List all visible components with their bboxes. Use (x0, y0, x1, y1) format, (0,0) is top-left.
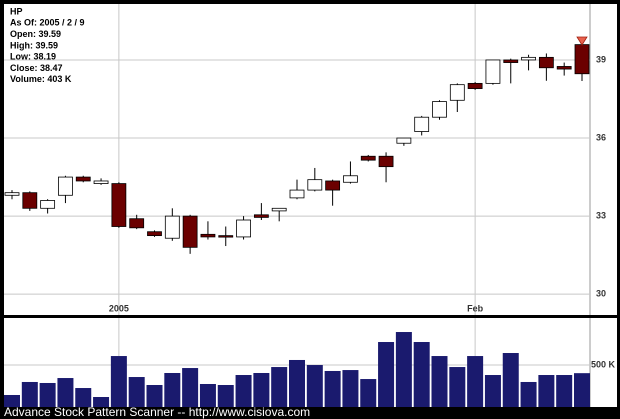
volume-bar (75, 388, 92, 407)
candle-body (343, 175, 358, 183)
candle-body (58, 176, 73, 196)
candle-body (253, 214, 269, 218)
volume-bar (520, 381, 537, 407)
candle-body (378, 155, 394, 168)
x-tick-label: Feb (467, 303, 484, 313)
volume-bar (271, 367, 288, 407)
volume-bar (4, 394, 20, 407)
volume-bar (146, 385, 163, 407)
volume-bar (21, 381, 38, 407)
volume-bar (235, 375, 252, 407)
info-line: HP (10, 6, 23, 16)
volume-bar (431, 356, 448, 407)
volume-bar (342, 370, 359, 407)
candle-body (4, 192, 20, 196)
candle-body (467, 82, 483, 89)
volume-bar (199, 383, 216, 407)
y-tick-label: 39 (596, 54, 606, 64)
volume-bar (39, 382, 56, 407)
info-line: Low: 38.19 (10, 52, 56, 62)
candle-body (218, 235, 234, 238)
candle-body (182, 215, 198, 248)
volume-bar (217, 385, 234, 407)
volume-bar (324, 370, 341, 407)
price-panel (4, 4, 617, 315)
volume-bar (467, 356, 484, 407)
candle-body (521, 56, 536, 61)
candle-body (111, 183, 127, 227)
info-line: As Of: 2005 / 2 / 9 (10, 18, 85, 28)
candle-body (414, 116, 430, 132)
candle-body (538, 56, 554, 69)
candle-body (360, 155, 376, 161)
candle-body (93, 180, 109, 184)
volume-bar (574, 373, 590, 407)
volume-bar (538, 375, 555, 407)
candle-body (574, 44, 590, 75)
info-line: High: 39.59 (10, 40, 58, 50)
signal-marker (576, 36, 588, 46)
volume-bar (57, 378, 74, 407)
candle-body (164, 215, 180, 239)
volume-bar (93, 397, 110, 407)
volume-bar (395, 332, 412, 407)
candle-body (289, 189, 305, 199)
x-tick-label: 2005 (109, 303, 129, 313)
y-tick-label: 500 K (591, 359, 616, 369)
candle-body (556, 66, 572, 70)
marks (4, 44, 590, 407)
candle-body (40, 200, 56, 209)
y-tick-label: 33 (596, 210, 606, 220)
candle-body (325, 180, 341, 191)
volume-bar (182, 368, 199, 407)
volume-bar (253, 372, 270, 407)
candle-body (22, 192, 38, 209)
candle-body (236, 219, 251, 238)
volume-bar (289, 359, 305, 407)
info-line: Open: 39.59 (10, 29, 61, 39)
volume-bar (556, 375, 573, 407)
volume-bar (449, 367, 466, 407)
volume-bar (128, 377, 145, 407)
candle-body (147, 231, 162, 237)
y-tick-label: 30 (596, 289, 606, 299)
volume-bar (378, 342, 395, 407)
footer: Advance Stock Pattern Scanner -- http://… (4, 405, 310, 419)
candle-body (75, 176, 91, 182)
info-line: Volume: 403 K (10, 74, 72, 84)
candle-body (485, 59, 501, 84)
candle-body (129, 218, 145, 229)
volume-bar (484, 375, 501, 407)
candle-body (503, 59, 519, 63)
volume-bar (360, 379, 377, 407)
candle-body (307, 179, 323, 191)
volume-bar (110, 356, 127, 407)
info-line: Close: 38.47 (10, 63, 63, 73)
candle-body (271, 207, 287, 212)
volume-bar (306, 365, 323, 407)
y-tick-label: 36 (596, 132, 606, 142)
volume-bar (502, 353, 519, 407)
candle-body (396, 137, 412, 144)
candle-body (432, 101, 447, 118)
volume-bar (413, 342, 430, 407)
candle-body (449, 84, 465, 101)
volume-bar (164, 372, 181, 407)
candle-body (200, 233, 216, 238)
